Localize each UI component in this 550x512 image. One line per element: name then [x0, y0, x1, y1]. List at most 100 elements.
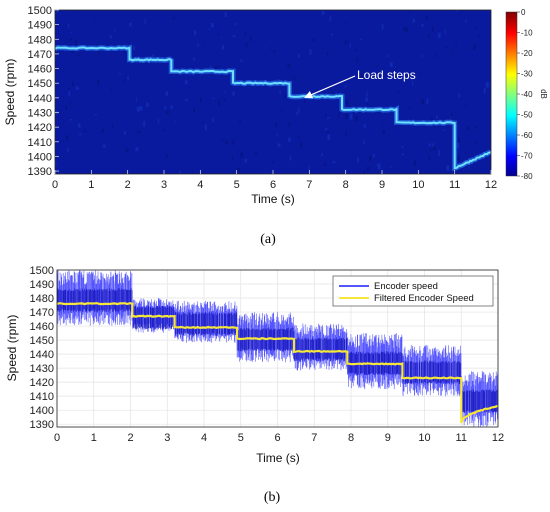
- line-plot-frame: [56, 269, 499, 428]
- spectrogram-speckle: [192, 108, 196, 113]
- spectrogram-speckle: [284, 94, 287, 98]
- spectrogram-speckle: [409, 107, 411, 110]
- spectrogram-speckle: [93, 19, 96, 22]
- colorbar-tick-label: -70: [521, 152, 533, 161]
- spectrogram-speckle: [345, 130, 348, 136]
- spectrogram-speckle: [170, 105, 173, 109]
- spectrogram-speckle: [431, 117, 433, 122]
- spectrogram-speckle: [349, 43, 351, 48]
- spectrogram-x-tick-label: 3: [161, 179, 167, 191]
- spectrogram-speckle: [144, 19, 146, 25]
- spectrogram-x-tick-label: 4: [197, 179, 203, 191]
- spectrogram-speckle: [275, 123, 277, 128]
- spectrogram-x-ticks: 0 1 2 3 4 5 6 7 8 9 10 11 12: [52, 170, 497, 191]
- colorbar-tick-label: -60: [521, 131, 533, 140]
- spectrogram-speckle: [275, 134, 279, 136]
- spectrogram-speckle: [431, 26, 434, 32]
- spectrogram-speckle: [401, 153, 405, 156]
- line-x-tick-label: 5: [238, 432, 244, 444]
- spectrogram-speckle: [344, 84, 347, 88]
- spectrogram-speckle: [254, 151, 257, 156]
- spectrogram-speckle: [172, 16, 175, 20]
- spectrogram-speckle: [429, 148, 431, 152]
- colorbar-tick-label: -20: [521, 49, 533, 58]
- spectrogram-speckle: [475, 26, 478, 29]
- spectrogram-speckle: [250, 100, 252, 103]
- spectrogram-speckle: [276, 79, 280, 81]
- spectrogram-speckle: [438, 33, 441, 38]
- spectrogram-speckle: [432, 144, 436, 151]
- spectrogram-speckle: [445, 46, 448, 48]
- line-x-tick-label: 3: [164, 432, 170, 444]
- legend-label-filtered-encoder-speed: Filtered Encoder Speed: [374, 293, 474, 304]
- spectrogram-speckle: [65, 104, 68, 110]
- spectrogram-speckle: [456, 155, 460, 161]
- spectrogram-panel: 0 1 2 3 4 5 6 7 8 9 10 11 12 13901400141014201430144…: [3, 5, 548, 206]
- spectrogram-speckle: [286, 35, 289, 37]
- spectrogram-speckle: [289, 155, 292, 161]
- spectrogram-speckle: [327, 130, 330, 137]
- spectrogram-speckle: [135, 147, 139, 152]
- spectrogram-plot-area: [55, 10, 491, 174]
- spectrogram-speckle: [304, 98, 306, 104]
- spectrogram-speckle: [389, 62, 393, 68]
- spectrogram-y-tick-label: 1410: [28, 137, 52, 149]
- colorbar-label: dB: [539, 89, 548, 99]
- spectrogram-speckle: [428, 35, 430, 39]
- line-x-tick-label: 9: [385, 432, 391, 444]
- spectrogram-y-ticks: 1390 1400 1410 1420 1430 1440 1450 1460 1470 1480…: [28, 5, 59, 178]
- spectrogram-speckle: [77, 54, 80, 56]
- line-y-tick-label: 1390: [30, 419, 54, 431]
- line-y-tick-label: 1430: [30, 363, 54, 375]
- spectrogram-x-tick-label: 11: [449, 179, 460, 191]
- spectrogram-speckle: [249, 37, 252, 41]
- spectrogram-speckle: [450, 113, 453, 116]
- spectrogram-speckle: [231, 155, 234, 160]
- spectrogram-speckle: [234, 23, 237, 26]
- spectrogram-speckle: [143, 120, 146, 127]
- spectrogram-speckle: [413, 160, 417, 166]
- spectrogram-y-tick-label: 1500: [28, 5, 52, 17]
- spectrogram-speckle: [366, 166, 369, 172]
- spectrogram-y-tick-label: 1440: [28, 93, 52, 105]
- speed-trace-line: [55, 46, 491, 170]
- spectrogram-speckle: [127, 76, 129, 80]
- spectrogram-speckle: [240, 59, 243, 62]
- line-x-label: Time (s): [256, 451, 300, 465]
- spectrogram-speckle: [366, 91, 368, 98]
- spectrogram-speckle: [444, 29, 446, 35]
- spectrogram-speckle: [353, 114, 355, 118]
- spectrogram-speckle: [112, 122, 114, 129]
- spectrogram-speckle: [403, 27, 406, 32]
- spectrogram-speckle: [432, 143, 435, 147]
- spectrogram-speckle: [109, 35, 112, 39]
- spectrogram-speckle: [368, 155, 372, 162]
- line-y-label: Speed (rpm): [5, 315, 19, 382]
- spectrogram-speckle: [343, 23, 347, 25]
- spectrogram-speckle: [137, 130, 141, 133]
- spectrogram-speckle: [345, 113, 348, 119]
- spectrogram-speckle: [129, 22, 132, 27]
- line-y-tick-label: 1400: [30, 405, 54, 417]
- colorbar-tick-label: -80: [521, 172, 533, 181]
- spectrogram-speckle: [327, 133, 330, 140]
- spectrogram-speckle: [164, 106, 167, 110]
- spectrogram-speckle: [359, 147, 361, 150]
- spectrogram-speckle: [382, 121, 384, 124]
- spectrogram-speckle: [190, 171, 194, 174]
- spectrogram-speckle: [478, 35, 481, 37]
- colorbar-tick-label: 0: [521, 8, 526, 17]
- spectrogram-speckle: [360, 73, 364, 79]
- colorbar-tick-label: -10: [521, 29, 533, 38]
- line-x-tick-label: 2: [127, 432, 133, 444]
- spectrogram-speckle: [293, 76, 296, 81]
- line-y-tick-label: 1480: [30, 293, 54, 305]
- spectrogram-speckle: [55, 161, 57, 166]
- spectrogram-x-tick-label: 2: [125, 179, 131, 191]
- spectrogram-x-tick-label: 8: [343, 179, 349, 191]
- spectrogram-speckle: [401, 145, 404, 148]
- spectrogram-speckle: [323, 163, 327, 167]
- spectrogram-speckle: [165, 91, 169, 96]
- spectrogram-speckle: [297, 53, 300, 58]
